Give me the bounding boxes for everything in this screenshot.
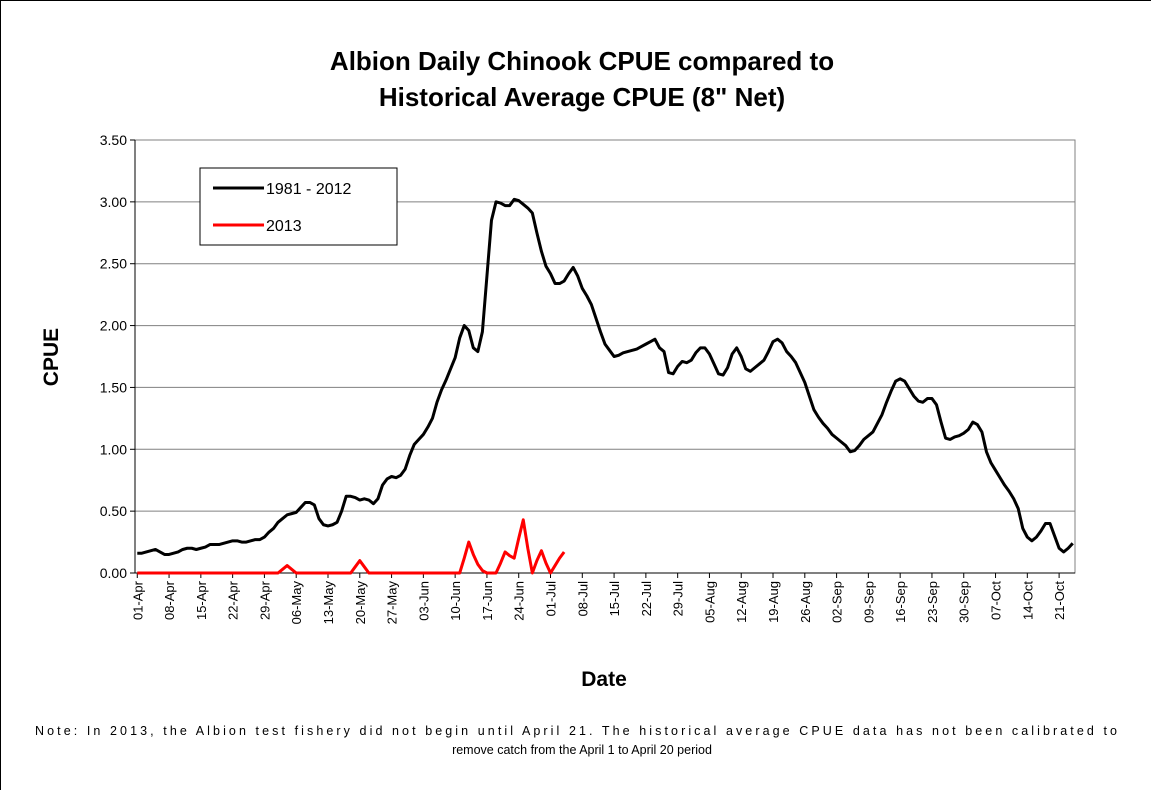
y-tick-label: 2.50 [100,256,127,272]
note: Note: In 2013, the Albion test fishery d… [35,724,1117,738]
note: remove catch from the April 1 to April 2… [452,743,712,757]
x-tick-label: 15-Apr [194,580,209,620]
legend-label: 2013 [266,218,302,235]
chart-title: Albion Daily Chinook CPUE compared to [330,46,834,76]
x-tick-label: 29-Apr [257,580,272,620]
x-tick-label: 09-Sep [861,581,876,623]
x-tick-label: 07-Oct [989,581,1004,620]
y-tick-label: 1.50 [100,379,127,395]
data-line [137,518,566,575]
legend-label: 1981 - 2012 [266,181,352,198]
x-tick-label: 20-May [353,581,368,625]
x-tick-label: 15-Jul [607,581,622,617]
x-tick-label: 13-May [321,581,336,625]
x-tick-label: 08-Apr [162,580,177,620]
x-tick-label: 12-Aug [734,581,749,623]
x-tick-label: 05-Aug [702,581,717,623]
x-tick-label: 03-Jun [416,581,431,621]
x-tick-label: 16-Sep [893,581,908,623]
x-tick-label: 23-Sep [925,581,940,623]
y-tick-label: 3.00 [100,194,127,210]
x-tick-label: 01-Apr [130,580,145,620]
y-tick-label: 1.00 [100,441,127,457]
x-tick-label: 21-Oct [1052,581,1067,620]
x-tick-label: 08-Jul [575,581,590,617]
legend-box [199,167,398,246]
chart-title: Historical Average CPUE (8" Net) [379,82,785,112]
x-tick-label: 06-May [289,581,304,625]
x-tick-label: 29-Jul [671,581,686,617]
x-tick-label: 17-Jun [480,581,495,621]
x-tick-label: 22-Apr [226,580,241,620]
data-line [137,197,1074,556]
y-tick-label: 3.50 [100,132,127,148]
x-tick-label: 10-Jun [448,581,463,621]
x-tick-label: 22-Jul [639,581,654,617]
x-tick-label: 26-Aug [798,581,813,623]
y-axis-label: CPUE [40,328,63,386]
x-tick-label: 30-Sep [957,581,972,623]
x-axis-label: Date [581,668,627,691]
x-tick-label: 24-Jun [512,581,527,621]
y-tick-label: 0.00 [100,565,127,581]
x-tick-label: 01-Jul [544,581,559,617]
x-tick-label: 19-Aug [766,581,781,623]
x-tick-label: 02-Sep [830,581,845,623]
y-tick-label: 0.50 [100,503,127,519]
x-tick-label: 14-Oct [1020,581,1035,620]
x-tick-label: 27-May [385,581,400,625]
y-tick-label: 2.00 [100,318,127,334]
